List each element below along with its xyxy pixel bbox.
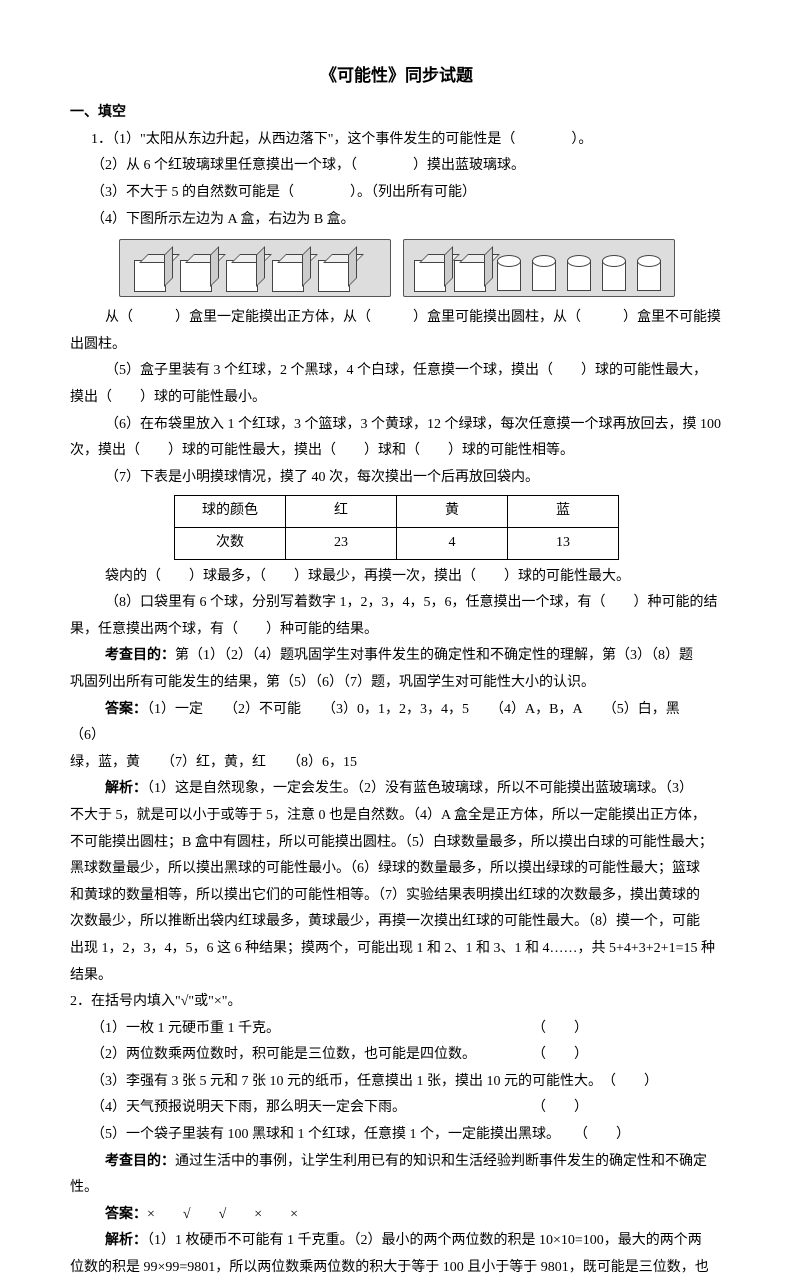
q1-3: （3）不大于 5 的自然数可能是（ ）。（列出所有可能） — [70, 180, 723, 207]
kcmd2-label: 考查目的： — [105, 1154, 175, 1169]
jx-line-c: 不可能摸出圆柱；B 盒中有圆柱，所以可能摸出圆柱。（5）白球数量最多，所以摸出白… — [70, 830, 723, 857]
jx2-text-a: （1）1 枚硬币不可能有 1 千克重。（2）最小的两个两位数的积是 10×10=… — [147, 1233, 702, 1248]
q2-5: （5）一个袋子里装有 100 黑球和 1 个红球，任意摸 1 个，一定能摸出黑球… — [70, 1122, 723, 1149]
td-yellow: 4 — [397, 528, 508, 560]
kcmd-line-a: 考查目的：第（1）（2）（4）题巩固学生对事件发生的确定性和不确定性的理解，第（… — [70, 643, 723, 670]
td-red: 23 — [286, 528, 397, 560]
ans-label: 答案： — [105, 702, 147, 717]
th-blue: 蓝 — [508, 496, 619, 528]
th-color: 球的颜色 — [175, 496, 286, 528]
q2-3: （3）李强有 3 张 5 元和 7 张 10 元的纸币，任意摸出 1 张，摸出 … — [70, 1069, 723, 1096]
jx-line-a: 解析：（1）这是自然现象，一定会发生。（2）没有蓝色玻璃球，所以不可能摸出蓝玻璃… — [70, 776, 723, 803]
kcmd2-line: 考查目的：通过生活中的事例，让学生利用已有的知识和生活经验判断事件发生的确定性和… — [70, 1149, 723, 1202]
q1-1: 1．（1）"太阳从东边升起，从西边落下"，这个事件发生的可能性是（ ）。 — [70, 127, 723, 154]
q1-6a: （6）在布袋里放入 1 个红球，3 个篮球，3 个黄球，12 个绿球，每次任意摸… — [70, 412, 723, 439]
td-blue: 13 — [508, 528, 619, 560]
ans2-line: 答案：× √ √ × × — [70, 1202, 723, 1229]
box-b — [403, 239, 675, 297]
q1-5b: 摸出（ ）球的可能性最小。 — [70, 385, 723, 412]
q2-2: （2）两位数乘两位数时，积可能是三位数，也可能是四位数。 （ ） — [70, 1042, 723, 1069]
jx2-label: 解析： — [105, 1233, 147, 1248]
q1-4-line-a: 从（ ）盒里一定能摸出正方体，从（ ）盒里可能摸出圆柱，从（ ）盒里不可能摸 — [70, 305, 723, 332]
jx-line-g: 出现 1，2，3，4，5，6 这 6 种结果；摸两个，可能出现 1 和 2、1 … — [70, 936, 723, 963]
boxes-figure — [70, 239, 723, 297]
th-red: 红 — [286, 496, 397, 528]
jx2-line-a: 解析：（1）1 枚硬币不可能有 1 千克重。（2）最小的两个两位数的积是 10×… — [70, 1228, 723, 1255]
q1-5a: （5）盒子里装有 3 个红球，2 个黑球，4 个白球，任意摸一个球，摸出（ ）球… — [70, 358, 723, 385]
jx2-line-b: 位数的积是 99×99=9801，所以两位数乘两位数的积大于等于 100 且小于… — [70, 1255, 723, 1282]
q1-4-line-b: 出圆柱。 — [70, 332, 723, 359]
jx-line-e: 和黄球的数量相等，所以摸出它们的可能性相等。（7）实验结果表明摸出红球的次数最多… — [70, 883, 723, 910]
section-header-1: 一、填空 — [70, 100, 723, 127]
jx-text-a: （1）这是自然现象，一定会发生。（2）没有蓝色玻璃球，所以不可能摸出蓝玻璃球。（… — [147, 781, 693, 796]
ans-line-a: 答案：（1）一定 （2）不可能 （3）0，1，2，3，4，5 （4）A，B，A … — [70, 697, 723, 750]
jx-line-b: 不大于 5，就是可以小于或等于 5，注意 0 也是自然数。（4）A 盒全是正方体… — [70, 803, 723, 830]
box-a — [119, 239, 391, 297]
q2-head: 2．在括号内填入"√"或"×"。 — [70, 989, 723, 1016]
q1-2: （2）从 6 个红玻璃球里任意摸出一个球，（ ）摸出蓝玻璃球。 — [70, 153, 723, 180]
jx-line-d: 黑球数量最少，所以摸出黑球的可能性最小。（6）绿球的数量最多，所以摸出绿球的可能… — [70, 856, 723, 883]
q1-4: （4）下图所示左边为 A 盒，右边为 B 盒。 — [70, 207, 723, 234]
ans2-label: 答案： — [105, 1207, 147, 1222]
ans-line-b: 绿，蓝，黄 （7）红，黄，红 （8）6，15 — [70, 750, 723, 777]
jx-label: 解析： — [105, 781, 147, 796]
q1-8a: （8）口袋里有 6 个球，分别写着数字 1，2，3，4，5，6，任意摸出一个球，… — [70, 590, 723, 617]
kcmd-line-b: 巩固列出所有可能发生的结果，第（5）（6）（7）题，巩固学生对可能性大小的认识。 — [70, 670, 723, 697]
q1-6b: 次，摸出（ ）球的可能性最大，摸出（ ）球和（ ）球的可能性相等。 — [70, 438, 723, 465]
kcmd-text-a: 第（1）（2）（4）题巩固学生对事件发生的确定性和不确定性的理解，第（3）（8）… — [175, 648, 693, 663]
ans-text-a: （1）一定 （2）不可能 （3）0，1，2，3，4，5 （4）A，B，A （5）… — [70, 702, 708, 744]
jx-line-h: 结果。 — [70, 963, 723, 990]
q1-7: （7）下表是小明摸球情况，摸了 40 次，每次摸出一个后再放回袋内。 — [70, 465, 723, 492]
ans2-text: × √ √ × × — [147, 1207, 298, 1222]
q1-8b: 果，任意摸出两个球，有（ ）种可能的结果。 — [70, 617, 723, 644]
ball-table: 球的颜色 红 黄 蓝 次数 23 4 13 — [174, 495, 619, 559]
q1-7-result: 袋内的（ ）球最多，（ ）球最少，再摸一次，摸出（ ）球的可能性最大。 — [70, 564, 723, 591]
q2-1: （1）一枚 1 元硬币重 1 千克。 （ ） — [70, 1016, 723, 1043]
q2-4: （4）天气预报说明天下雨，那么明天一定会下雨。 （ ） — [70, 1095, 723, 1122]
jx-line-f: 次数最少，所以推断出袋内红球最多，黄球最少，再摸一次摸出红球的可能性最大。（8）… — [70, 909, 723, 936]
page-title: 《可能性》同步试题 — [70, 60, 723, 92]
kcmd-label: 考查目的： — [105, 648, 175, 663]
th-yellow: 黄 — [397, 496, 508, 528]
td-times: 次数 — [175, 528, 286, 560]
